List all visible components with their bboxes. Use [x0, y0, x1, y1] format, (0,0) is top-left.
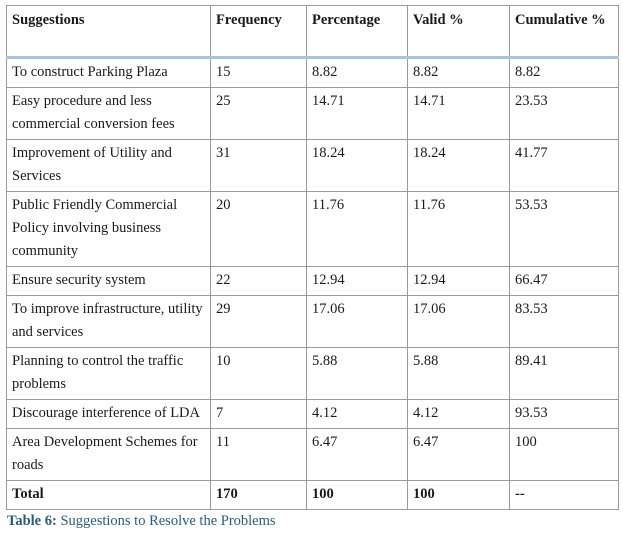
cell-total-cumulative: --: [509, 480, 619, 510]
header-suggestions: Suggestions: [6, 5, 211, 59]
table-header-row: Suggestions Frequency Percentage Valid %…: [6, 5, 619, 59]
cell-cumulative: 93.53: [509, 399, 619, 429]
cell-valid-percent: 12.94: [407, 266, 510, 296]
caption-label: Table 6:: [7, 513, 57, 529]
header-frequency: Frequency: [210, 5, 307, 59]
cell-frequency: 11: [210, 428, 307, 481]
cell-percentage: 4.12: [306, 399, 408, 429]
table-row: To construct Parking Plaza 15 8.82 8.82 …: [6, 57, 619, 88]
cell-suggestion: Easy procedure and less commercial conve…: [6, 87, 211, 140]
caption-text: Suggestions to Resolve the Problems: [56, 513, 276, 529]
table-row: Area Development Schemes for roads 11 6.…: [6, 428, 619, 481]
table-row: Planning to control the traffic problems…: [6, 347, 619, 400]
cell-percentage: 18.24: [306, 139, 408, 192]
table-row: Improvement of Utility and Services 31 1…: [6, 139, 619, 192]
cell-valid-percent: 6.47: [407, 428, 510, 481]
table-row: Easy procedure and less commercial conve…: [6, 87, 619, 140]
cell-suggestion: Ensure security system: [6, 266, 211, 296]
table-row: Discourage interference of LDA 7 4.12 4.…: [6, 399, 619, 429]
header-cumulative-percent: Cumulative %: [509, 5, 619, 59]
cell-valid-percent: 14.71: [407, 87, 510, 140]
cell-suggestion: Improvement of Utility and Services: [6, 139, 211, 192]
cell-cumulative: 41.77: [509, 139, 619, 192]
cell-valid-percent: 4.12: [407, 399, 510, 429]
cell-valid-percent: 8.82: [407, 57, 510, 88]
cell-total-frequency: 170: [210, 480, 307, 510]
cell-cumulative: 89.41: [509, 347, 619, 400]
cell-frequency: 25: [210, 87, 307, 140]
cell-suggestion: Public Friendly Commercial Policy involv…: [6, 191, 211, 267]
cell-frequency: 10: [210, 347, 307, 400]
cell-total-label: Total: [6, 480, 211, 510]
cell-cumulative: 53.53: [509, 191, 619, 267]
table-row: Public Friendly Commercial Policy involv…: [6, 191, 619, 267]
cell-cumulative: 23.53: [509, 87, 619, 140]
table-total-row: Total 170 100 100 --: [6, 480, 619, 510]
cell-total-valid-percent: 100: [407, 480, 510, 510]
cell-percentage: 14.71: [306, 87, 408, 140]
cell-valid-percent: 17.06: [407, 295, 510, 348]
cell-cumulative: 8.82: [509, 57, 619, 88]
cell-suggestion: To construct Parking Plaza: [6, 57, 211, 88]
cell-frequency: 29: [210, 295, 307, 348]
cell-total-percentage: 100: [306, 480, 408, 510]
cell-percentage: 17.06: [306, 295, 408, 348]
header-valid-percent: Valid %: [407, 5, 510, 59]
cell-suggestion: To improve infrastructure, utility and s…: [6, 295, 211, 348]
cell-valid-percent: 5.88: [407, 347, 510, 400]
suggestions-table: Suggestions Frequency Percentage Valid %…: [6, 5, 619, 510]
cell-percentage: 6.47: [306, 428, 408, 481]
cell-valid-percent: 11.76: [407, 191, 510, 267]
table-row: To improve infrastructure, utility and s…: [6, 295, 619, 348]
cell-frequency: 15: [210, 57, 307, 88]
cell-valid-percent: 18.24: [407, 139, 510, 192]
cell-suggestion: Discourage interference of LDA: [6, 399, 211, 429]
table-caption: Table 6: Suggestions to Resolve the Prob…: [6, 513, 618, 530]
cell-frequency: 20: [210, 191, 307, 267]
cell-percentage: 8.82: [306, 57, 408, 88]
cell-suggestion: Area Development Schemes for roads: [6, 428, 211, 481]
cell-cumulative: 100: [509, 428, 619, 481]
cell-frequency: 7: [210, 399, 307, 429]
cell-cumulative: 66.47: [509, 266, 619, 296]
cell-suggestion: Planning to control the traffic problems: [6, 347, 211, 400]
table-container: Suggestions Frequency Percentage Valid %…: [6, 5, 619, 530]
table-row: Ensure security system 22 12.94 12.94 66…: [6, 266, 619, 296]
cell-cumulative: 83.53: [509, 295, 619, 348]
cell-percentage: 12.94: [306, 266, 408, 296]
cell-frequency: 31: [210, 139, 307, 192]
cell-percentage: 5.88: [306, 347, 408, 400]
cell-frequency: 22: [210, 266, 307, 296]
header-percentage: Percentage: [306, 5, 408, 59]
cell-percentage: 11.76: [306, 191, 408, 267]
